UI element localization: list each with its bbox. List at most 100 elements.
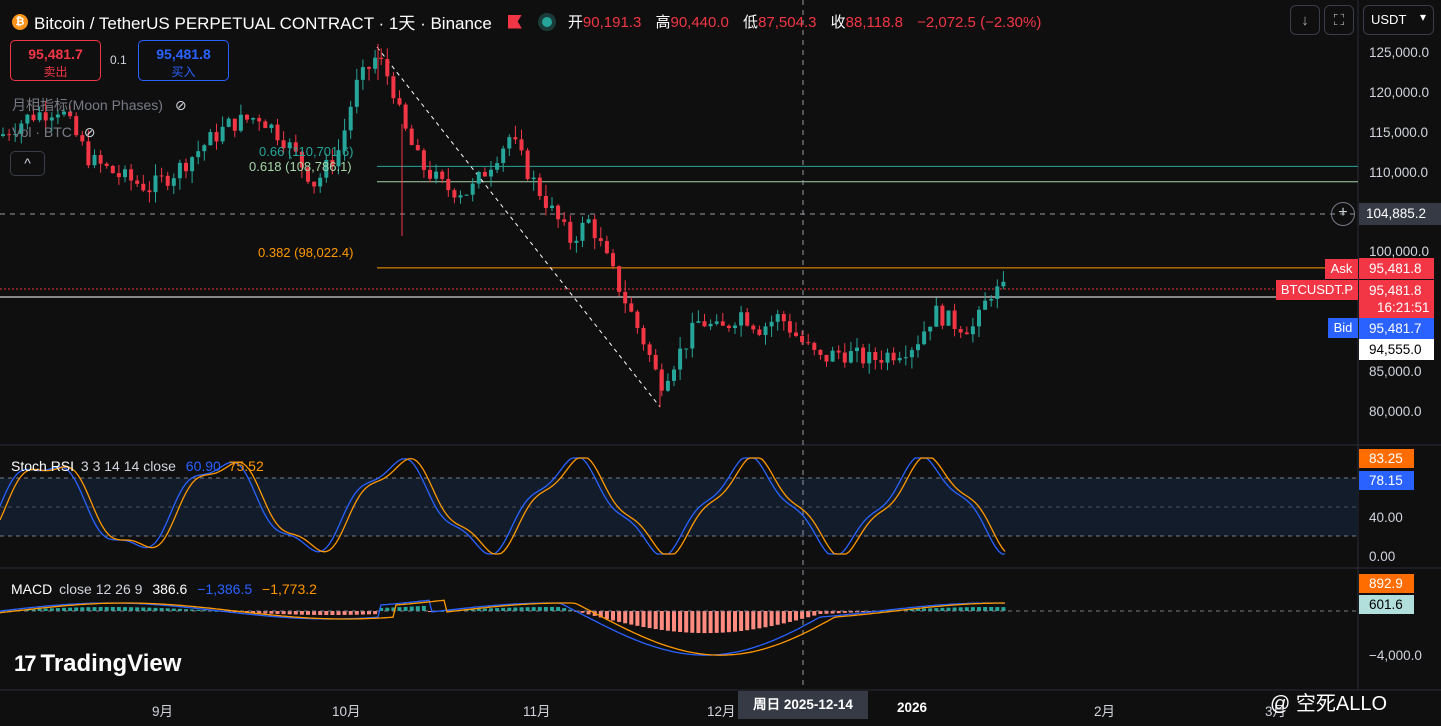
candle-body — [232, 118, 237, 131]
candle-body — [385, 59, 390, 77]
candle-body — [909, 350, 914, 358]
candle-body — [879, 359, 884, 363]
eye-off-icon[interactable]: ⊘ — [83, 124, 96, 140]
macd-histogram-bar — [629, 611, 634, 625]
macd-histogram-bar — [482, 608, 487, 611]
candle-body — [360, 67, 365, 80]
stoch-rsi-legend[interactable]: Stoch RSI 3 3 14 14 close 60.90 75.52 — [11, 458, 264, 474]
macd-histogram-bar — [775, 611, 780, 625]
macd-histogram-bar — [55, 608, 60, 611]
macd-histogram-bar — [794, 611, 798, 621]
candle-body — [983, 300, 988, 310]
macd-histogram-bar — [842, 611, 847, 613]
candle-body — [916, 344, 920, 351]
candle-body — [336, 150, 341, 167]
macd-histogram-bar — [568, 609, 573, 611]
macd-histogram-bar — [885, 610, 890, 612]
macd-histogram-bar — [964, 607, 969, 611]
macd-histogram-bar — [98, 607, 103, 611]
macd-histogram-bar — [836, 611, 841, 614]
time-tick: 12月 — [707, 704, 736, 719]
macd-histogram-bar — [647, 611, 652, 629]
macd-histogram-bar — [659, 611, 664, 630]
buy-button[interactable]: 95,481.8 买入 — [138, 40, 229, 81]
eye-off-icon[interactable]: ⊘ — [174, 97, 187, 113]
macd-histogram-bar — [537, 607, 542, 611]
candle-body — [720, 321, 725, 326]
symbol-price-label: BTCUSDT.P — [1276, 280, 1358, 300]
macd-histogram-bar — [153, 607, 158, 611]
candle-body — [141, 183, 146, 191]
candle-body — [873, 351, 878, 360]
bitcoin-icon: ₿ — [12, 13, 28, 30]
candle-body — [580, 222, 585, 241]
candle-body — [202, 145, 207, 152]
macd-histogram-bar — [129, 607, 134, 611]
candle-body — [537, 177, 542, 196]
collapse-legend-button[interactable]: ^ — [10, 151, 45, 176]
candle-body — [745, 312, 750, 326]
tradingview-logo[interactable]: 17 TradingView — [14, 650, 182, 677]
flag-icon[interactable] — [507, 14, 522, 29]
sell-button[interactable]: 95,481.7 卖出 — [10, 40, 101, 81]
candle-body — [293, 142, 298, 152]
candle-body — [214, 132, 219, 142]
macd-histogram-bar — [665, 611, 670, 631]
candle-body — [611, 253, 615, 267]
download-button[interactable]: ↓ — [1290, 5, 1320, 35]
candle-body — [519, 139, 524, 151]
candle-body — [245, 114, 249, 120]
macd-histogram-bar — [562, 608, 567, 611]
symbol-title[interactable]: Bitcoin / TetherUS PERPETUAL CONTRACT · … — [34, 14, 492, 33]
quantity-value[interactable]: 0.1 — [110, 53, 127, 67]
macd-histogram-bar — [159, 608, 164, 611]
macd-histogram-bar — [653, 611, 658, 630]
macd-histogram-bar — [781, 611, 786, 624]
macd-histogram-bar — [269, 611, 274, 614]
currency-select[interactable]: USDT ▾ — [1363, 5, 1434, 35]
chevron-down-icon: ▾ — [1419, 10, 1426, 24]
macd-histogram-bar — [409, 606, 414, 611]
candle-body — [116, 173, 121, 178]
candle-body — [19, 123, 24, 134]
candle-body — [348, 106, 353, 131]
macd-histogram-bar — [641, 611, 646, 628]
candle-body — [989, 298, 994, 301]
tradingview-logo-icon: 17 — [14, 651, 37, 676]
candle-body — [787, 321, 792, 333]
candle-body — [751, 325, 756, 330]
candle-body — [647, 344, 652, 355]
macd-histogram-bar — [952, 607, 957, 611]
candle-body — [659, 369, 664, 391]
candle-body — [861, 347, 866, 364]
macd-histogram-bar — [257, 611, 262, 614]
last-price-tag: 95,481.8 16:21:51 — [1359, 280, 1434, 318]
moon-phases-legend[interactable]: 月相指标(Moon Phases) ⊘ — [12, 97, 187, 113]
candle-body — [495, 163, 500, 170]
time-tick: 9月 — [152, 704, 174, 719]
candle-body — [184, 162, 188, 172]
macd-histogram-bar — [342, 611, 347, 615]
price-tick: 125,000.0 — [1369, 45, 1430, 60]
macd-histogram-bar — [623, 611, 628, 624]
candle-body — [55, 114, 60, 118]
fullscreen-button[interactable]: ⛶ — [1324, 5, 1354, 35]
volume-legend[interactable]: Vol · BTC ⊘ — [12, 124, 96, 140]
candle-body — [507, 137, 512, 149]
macd-histogram-bar — [367, 611, 371, 615]
candle-body — [421, 150, 426, 170]
candle-body — [781, 314, 786, 322]
macd-histogram-bar — [391, 607, 396, 611]
candle-body — [995, 286, 1000, 299]
candle-body — [702, 321, 707, 327]
macd-legend[interactable]: MACD close 12 26 9 386.6 −1,386.5 −1,773… — [11, 581, 317, 597]
ask-label: Ask — [1325, 259, 1358, 279]
macd-histogram-bar — [184, 609, 188, 611]
symbol-header[interactable]: ₿ Bitcoin / TetherUS PERPETUAL CONTRACT … — [12, 9, 1051, 34]
macd-histogram-bar — [531, 607, 536, 611]
macd-histogram-bar — [598, 611, 603, 618]
fullscreen-icon: ⛶ — [1333, 11, 1345, 29]
macd-histogram-bar — [818, 611, 823, 614]
add-alert-button[interactable]: + — [1331, 202, 1355, 226]
